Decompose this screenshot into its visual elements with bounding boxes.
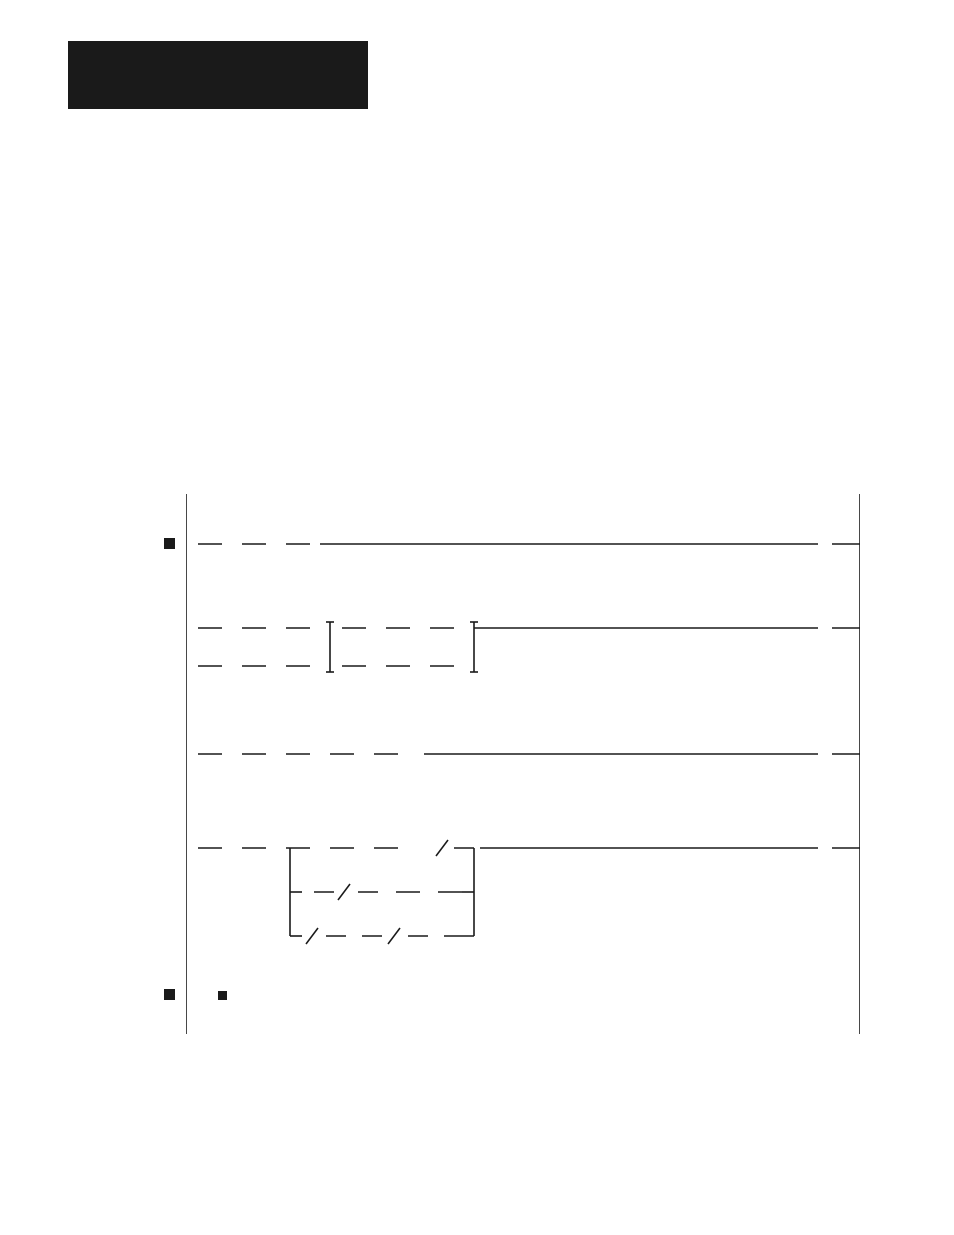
ladder-diagram [186, 494, 860, 1034]
header-block [68, 41, 368, 109]
rung-2 [198, 622, 860, 672]
page [0, 0, 954, 1235]
bullet-icon [164, 538, 175, 549]
bullet-icon [164, 989, 175, 1000]
rung-4 [198, 840, 860, 944]
